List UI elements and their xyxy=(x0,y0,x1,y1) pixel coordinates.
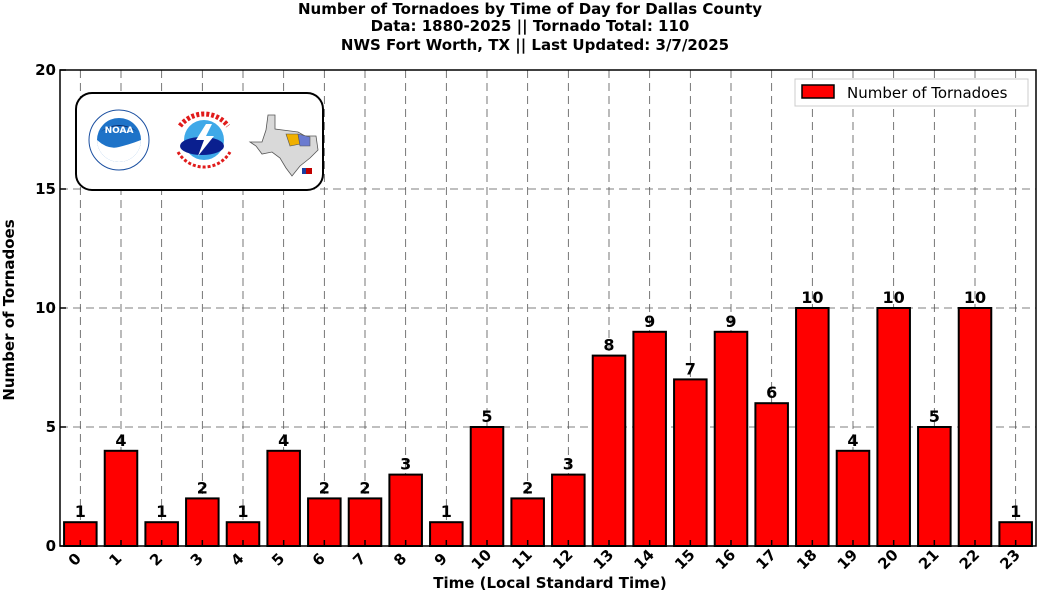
x-tick-label: 22 xyxy=(956,546,983,573)
bar-hour-12 xyxy=(551,473,586,548)
bar-hour-15 xyxy=(673,378,708,547)
bar-hour-17 xyxy=(754,402,789,548)
bar-hour-1 xyxy=(103,449,139,547)
x-axis-label: Time (Local Standard Time) xyxy=(433,574,667,592)
data-label: 6 xyxy=(766,383,777,402)
bar-hour-5 xyxy=(266,449,301,547)
y-tick-label: 10 xyxy=(35,299,56,317)
x-tick-label: 10 xyxy=(468,546,495,573)
x-tick-label: 7 xyxy=(349,549,369,569)
bar-hour-20 xyxy=(876,307,911,547)
y-axis-label: Number of Tornadoes xyxy=(0,219,18,400)
data-label: 2 xyxy=(522,478,533,497)
x-tick-label: 12 xyxy=(549,546,576,573)
data-label: 2 xyxy=(359,478,370,497)
noaa-logo: NOAA xyxy=(88,109,150,171)
data-label: 9 xyxy=(725,312,736,331)
data-label: 10 xyxy=(883,288,905,307)
bar-hour-13 xyxy=(591,354,627,547)
legend-label: Number of Tornadoes xyxy=(847,84,1008,102)
x-tick-label: 20 xyxy=(874,546,901,573)
bar-hour-7 xyxy=(347,497,383,547)
data-label: 3 xyxy=(563,455,574,474)
chart-title-line-3: NWS Fort Worth, TX || Last Updated: 3/7/… xyxy=(341,36,729,55)
x-tick-label: 9 xyxy=(431,549,451,569)
x-tick-label: 18 xyxy=(793,546,820,573)
bars-group xyxy=(63,307,1033,548)
x-tick-label: 11 xyxy=(508,546,535,573)
x-tick-label: 16 xyxy=(712,546,739,573)
y-tick-label: 15 xyxy=(35,180,56,198)
x-tick-label: 13 xyxy=(590,546,617,573)
x-tick-label: 1 xyxy=(105,549,125,569)
data-label: 8 xyxy=(603,336,614,355)
bar-hour-3 xyxy=(185,497,220,547)
x-tick-label: 6 xyxy=(309,549,329,569)
x-tick-label: 19 xyxy=(834,546,861,573)
data-label: 1 xyxy=(1010,502,1021,521)
x-tick-label: 0 xyxy=(65,549,85,569)
x-tick-label: 8 xyxy=(390,549,410,569)
data-label: 1 xyxy=(156,502,167,521)
legend: Number of Tornadoes xyxy=(794,78,1029,107)
chart-title-line-2: Data: 1880-2025 || Tornado Total: 110 xyxy=(371,17,690,36)
noaa-logo-text: NOAA xyxy=(105,126,134,136)
bar-hour-8 xyxy=(388,473,423,548)
data-label: 5 xyxy=(481,407,492,426)
data-label: 7 xyxy=(685,359,696,378)
y-tick-label: 20 xyxy=(35,61,56,79)
bar-hour-11 xyxy=(510,497,545,547)
data-label: 2 xyxy=(319,478,330,497)
x-tick-label: 2 xyxy=(146,549,166,569)
data-label: 4 xyxy=(115,431,126,450)
x-tick-label: 5 xyxy=(268,549,288,569)
x-tick-label: 21 xyxy=(915,546,942,573)
x-tick-label: 4 xyxy=(227,549,247,569)
bar-hour-21 xyxy=(917,426,952,547)
data-label: 5 xyxy=(929,407,940,426)
y-tick-label: 0 xyxy=(46,537,56,555)
data-label: 3 xyxy=(400,455,411,474)
x-tick-label: 3 xyxy=(187,549,207,569)
data-label: 1 xyxy=(237,502,248,521)
x-tick-label: 14 xyxy=(630,546,657,573)
data-label: 1 xyxy=(75,502,86,521)
data-label: 1 xyxy=(441,502,452,521)
data-label: 4 xyxy=(278,431,289,450)
nws-logo xyxy=(174,110,234,170)
bar-hour-10 xyxy=(469,426,505,547)
data-label: 4 xyxy=(847,431,858,450)
data-label: 2 xyxy=(197,478,208,497)
bar-hour-6 xyxy=(307,497,342,547)
texas-map-logo xyxy=(248,114,319,177)
bar-hour-22 xyxy=(957,307,993,547)
bar-hour-19 xyxy=(835,449,871,547)
data-label: 10 xyxy=(964,288,986,307)
x-tick-label: 17 xyxy=(752,546,779,573)
x-tick-label: 23 xyxy=(996,546,1023,573)
y-ticks-group: 0 5 10 15 20 xyxy=(35,61,66,555)
x-tick-label: 15 xyxy=(671,546,698,573)
bar-hour-14 xyxy=(632,330,667,547)
data-label: 9 xyxy=(644,312,655,331)
logo-panel: NOAA xyxy=(75,92,324,191)
data-label: 10 xyxy=(801,288,823,307)
y-tick-label: 5 xyxy=(46,418,56,436)
bar-hour-18 xyxy=(795,307,830,547)
chart-title-line-1: Number of Tornadoes by Time of Day for D… xyxy=(298,0,762,18)
data-labels-group: 1 4 1 2 1 4 2 2 3 1 5 2 3 8 9 7 9 6 10 4 10 5 10 1 xyxy=(75,288,1021,521)
legend-swatch xyxy=(801,84,835,99)
bar-hour-16 xyxy=(713,330,749,547)
